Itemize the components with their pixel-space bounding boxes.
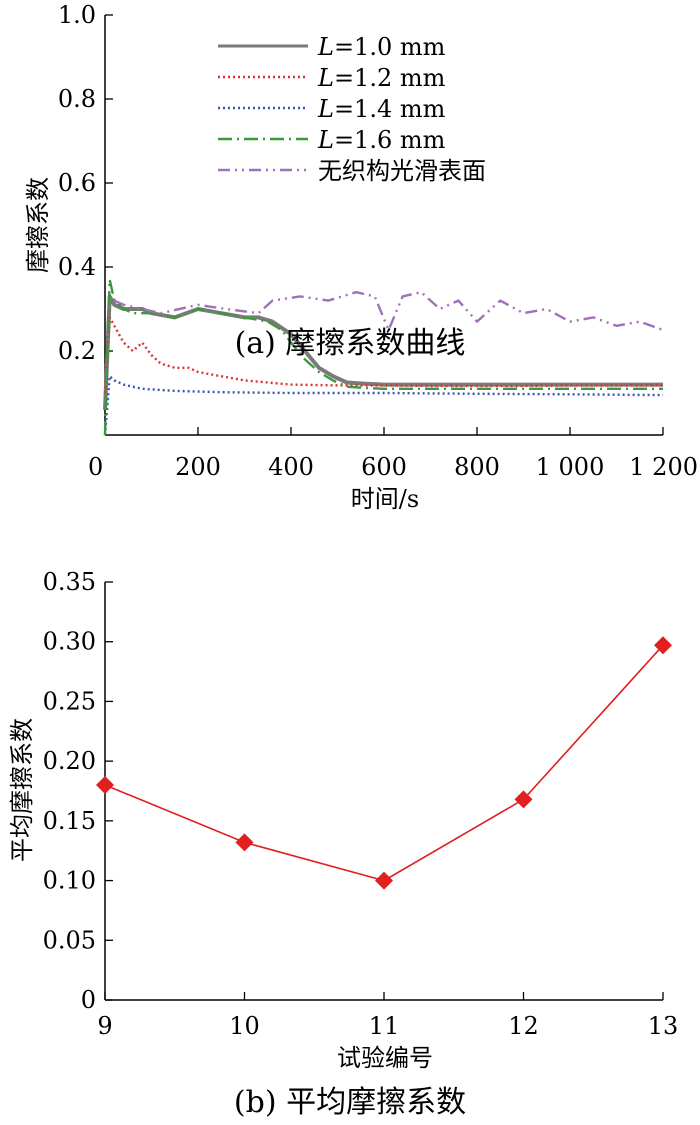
x-tick-label: 12 — [508, 1012, 539, 1040]
series-line-3 — [103, 375, 664, 436]
x-tick-label: 11 — [369, 1012, 400, 1040]
x-tick-label: 0 — [88, 453, 103, 481]
y-tick-label: 0.30 — [43, 628, 96, 656]
chart-b-average-friction: 9 10 11 12 13 0 0.05 0.10 0.15 0.20 0.25 0.30 0.35 试验… — [8, 568, 678, 1072]
y-tick-label: 1.0 — [58, 1, 96, 29]
series-line-2 — [103, 316, 663, 394]
caption-b: (b) 平均摩擦系数 — [233, 1085, 467, 1120]
data-point-marker — [235, 833, 254, 852]
x-tick-label: 600 — [361, 453, 407, 481]
y-tick-label: 0.8 — [58, 85, 96, 113]
y-axis-label: 摩擦系数 — [24, 177, 52, 273]
data-point-marker — [514, 790, 533, 809]
legend-label-5: 无织构光滑表面 — [318, 157, 486, 185]
x-tick-label: 400 — [268, 453, 314, 481]
series-line — [104, 644, 664, 882]
legend-label-1: L=1.0 mm — [317, 33, 446, 61]
chart-a-friction-curves: 0 200 400 600 800 1 000 1 200 0.2 0.4 0.6 0.8 1.0 时间… — [24, 1, 698, 513]
x-tick-label: 1 200 — [629, 453, 698, 481]
data-point-marker — [654, 636, 672, 655]
series-line-1 — [103, 294, 663, 410]
y-axis-label: 平均摩擦系数 — [8, 718, 36, 862]
x-axis-label: 时间/s — [351, 485, 419, 513]
x-tick-label: 13 — [648, 1012, 679, 1040]
legend-label-4: L=1.6 mm — [317, 126, 446, 154]
y-tick-label: 0.10 — [43, 867, 96, 895]
data-point-marker — [375, 871, 393, 890]
y-tick-label: 0.4 — [58, 253, 96, 281]
y-tick-label: 0.20 — [43, 747, 96, 775]
x-tick-label: 1 000 — [536, 453, 605, 481]
y-tick-label: 0 — [81, 986, 96, 1014]
y-tick-label: 0.05 — [43, 926, 96, 954]
y-tick-label: 0.15 — [43, 807, 96, 835]
x-tick-label: 200 — [175, 453, 221, 481]
y-tick-label: 0.35 — [43, 568, 96, 596]
data-point-marker — [96, 776, 114, 795]
x-tick-label: 9 — [97, 1012, 112, 1040]
x-axis-label: 试验编号 — [337, 1044, 433, 1072]
x-tick-label: 800 — [454, 453, 500, 481]
x-tick-label: 10 — [229, 1012, 260, 1040]
y-tick-label: 0.25 — [43, 687, 96, 715]
caption-a: (a) 摩擦系数曲线 — [234, 326, 466, 361]
y-tick-label: 0.6 — [58, 169, 96, 197]
y-tick-label: 0.2 — [58, 337, 96, 365]
legend-label-3: L=1.4 mm — [317, 95, 446, 123]
legend-label-2: L=1.2 mm — [317, 64, 446, 92]
